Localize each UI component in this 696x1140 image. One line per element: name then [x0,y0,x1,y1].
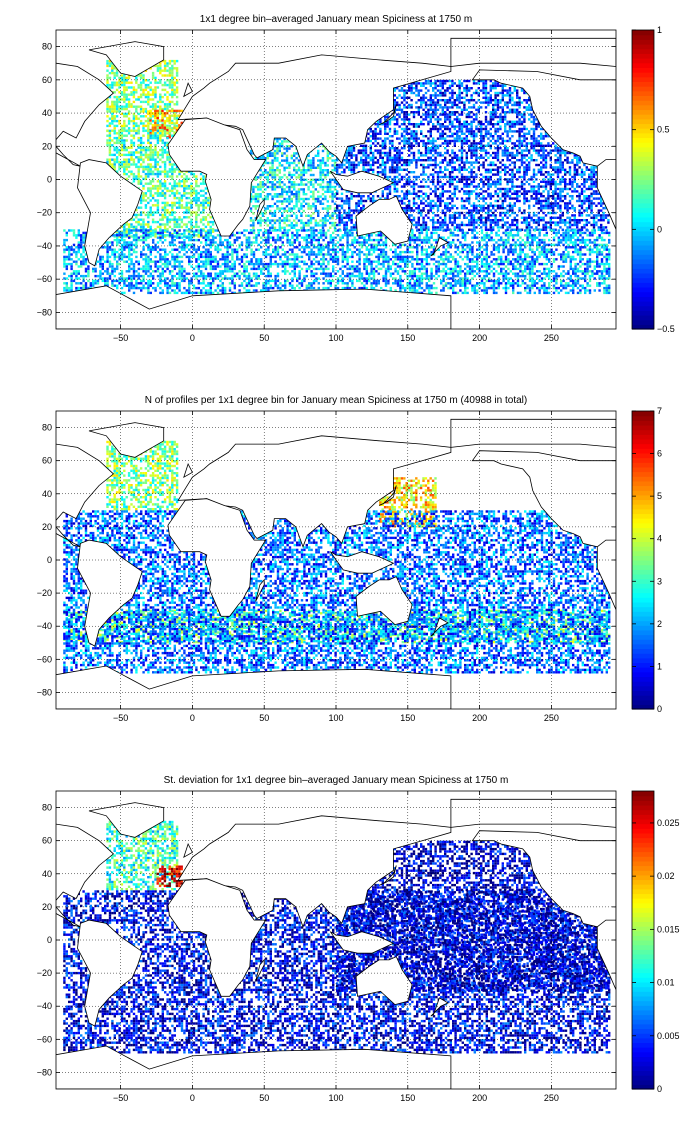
colorbar-tick-label: 0.5 [657,125,670,135]
y-tick-label: 0 [47,175,52,185]
panel-3-grid [56,791,616,1089]
panel-1-title: 1x1 degree bin–averaged January mean Spi… [200,14,472,25]
x-tick-label: 200 [472,713,487,723]
x-tick-label: 50 [259,713,269,723]
y-tick-label: −40 [37,241,52,251]
x-tick-label: −50 [113,1093,128,1103]
y-tick-label: 40 [42,108,52,118]
y-tick-label: 0 [47,555,52,565]
colorbar-tick-label: 0 [657,224,662,234]
x-tick-label: −50 [113,713,128,723]
y-tick-label: 80 [42,803,52,813]
y-tick-label: 60 [42,75,52,85]
y-tick-label: 40 [42,869,52,879]
y-tick-label: −60 [37,1034,52,1044]
panel-2-grid [56,411,616,709]
colorbar-tick-label: 5 [657,491,662,501]
colorbar-tick-label: 0 [657,1084,662,1094]
map-panel-2: N of profiles per 1x1 degree bin for Jan… [37,395,662,723]
panel-3-coastlines [56,798,616,1089]
y-tick-label: −20 [37,588,52,598]
colorbar-tick-label: 0.015 [657,924,680,934]
colorbar-tick-label: 2 [657,619,662,629]
x-tick-label: 200 [472,1093,487,1103]
x-tick-label: 250 [544,333,559,343]
panel-2-title: N of profiles per 1x1 degree bin for Jan… [145,395,527,406]
colorbar-tick-label: −0.5 [657,324,675,334]
y-tick-label: 40 [42,489,52,499]
y-tick-label: −20 [37,208,52,218]
x-tick-label: 100 [328,713,343,723]
y-tick-label: −20 [37,968,52,978]
x-tick-label: 150 [400,333,415,343]
x-tick-label: 250 [544,1093,559,1103]
x-tick-label: 250 [544,713,559,723]
colorbar-tick-label: 6 [657,449,662,459]
x-tick-label: 50 [259,1093,269,1103]
map-panel-1: 1x1 degree bin–averaged January mean Spi… [37,14,675,343]
y-tick-label: 0 [47,935,52,945]
panel-1-grid [56,30,616,329]
panel-1-coastlines [56,37,616,329]
y-tick-label: −40 [37,1001,52,1011]
y-tick-label: 20 [42,141,52,151]
x-tick-label: −50 [113,333,128,343]
y-tick-label: 80 [42,423,52,433]
y-tick-label: 60 [42,836,52,846]
x-tick-label: 50 [259,333,269,343]
x-tick-label: 0 [190,333,195,343]
y-tick-label: 60 [42,456,52,466]
y-tick-label: −80 [37,307,52,317]
y-tick-label: 20 [42,522,52,532]
x-tick-label: 200 [472,333,487,343]
panel-3-title: St. deviation for 1x1 degree bin–average… [164,775,509,786]
colorbar-tick-label: 3 [657,576,662,586]
colorbar-tick-label: 7 [657,406,662,416]
x-tick-label: 100 [328,1093,343,1103]
y-tick-label: −40 [37,621,52,631]
x-tick-label: 100 [328,333,343,343]
panel-1-colorbar: 1 0.5 0 −0.5 [631,25,675,334]
panel-2-colorbar: 7 6 5 4 3 2 1 0 [631,406,662,714]
colorbar-tick-label: 0.005 [657,1031,680,1041]
x-tick-label: 150 [400,1093,415,1103]
colorbar-tick-label: 0.025 [657,818,680,828]
y-tick-label: −80 [37,687,52,697]
colorbar-tick-label: 0 [657,704,662,714]
y-tick-label: −60 [37,654,52,664]
colorbar-tick-label: 4 [657,534,662,544]
y-tick-label: −60 [37,274,52,284]
y-tick-label: 20 [42,902,52,912]
map-panel-3: St. deviation for 1x1 degree bin–average… [37,775,680,1103]
y-tick-label: 80 [42,42,52,52]
x-tick-label: 0 [190,713,195,723]
x-tick-label: 150 [400,713,415,723]
colorbar-tick-label: 1 [657,25,662,35]
x-tick-label: 0 [190,1093,195,1103]
panel-3-colorbar: 0.025 0.02 0.015 0.01 0.005 0 [631,790,680,1094]
y-tick-label: −80 [37,1067,52,1077]
colorbar-tick-label: 1 [657,661,662,671]
colorbar-tick-label: 0.01 [657,978,675,988]
colorbar-tick-label: 0.02 [657,871,675,881]
